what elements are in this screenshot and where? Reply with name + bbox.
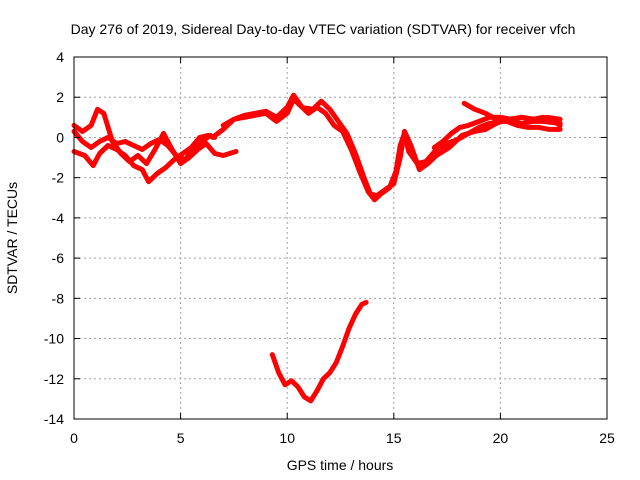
y-tick-label: -6 xyxy=(52,250,65,266)
x-axis-label: GPS time / hours xyxy=(287,457,394,473)
x-tick-label: 0 xyxy=(70,430,78,446)
series-line-arc-4 xyxy=(210,96,563,203)
y-tick-label: -14 xyxy=(44,411,64,427)
series-group xyxy=(71,92,563,404)
y-tick-label: 2 xyxy=(56,89,64,105)
series-line-arc-5 xyxy=(220,92,563,199)
series-line-arc-7 xyxy=(461,100,563,132)
series-line-arc-3 xyxy=(71,128,213,163)
series-line-arc-8 xyxy=(269,299,369,404)
x-tick-label: 25 xyxy=(599,430,615,446)
series-line-arc-2 xyxy=(71,132,218,185)
x-tick-label: 15 xyxy=(386,430,402,446)
y-tick-label: -2 xyxy=(52,170,65,186)
series-line-arc-1 xyxy=(71,106,239,167)
y-tick-label: -10 xyxy=(44,331,64,347)
grid xyxy=(74,57,607,419)
y-tick-label: -4 xyxy=(52,210,65,226)
x-tick-label: 5 xyxy=(177,430,185,446)
y-tick-label: 0 xyxy=(56,129,64,145)
y-tick-label: 4 xyxy=(56,49,64,65)
y-tick-label: -8 xyxy=(52,290,65,306)
x-tick-label: 10 xyxy=(279,430,295,446)
plot-frame xyxy=(73,56,608,420)
y-axis-label: SDTVAR / TECUs xyxy=(4,182,20,294)
y-tick-label: -12 xyxy=(44,371,64,387)
x-tick-label: 20 xyxy=(493,430,509,446)
chart-title: Day 276 of 2019, Sidereal Day-to-day VTE… xyxy=(71,21,576,37)
